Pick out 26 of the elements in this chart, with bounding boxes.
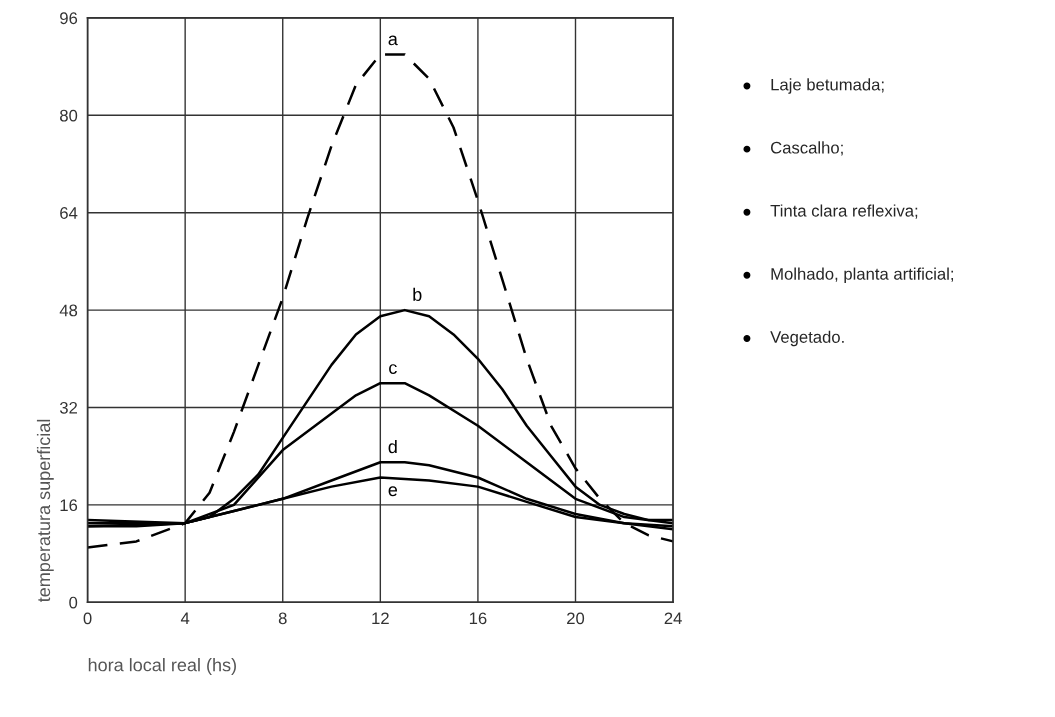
x-tick-label: 12 bbox=[372, 612, 389, 625]
text: Laje betumada; bbox=[771, 78, 884, 94]
y-tick-label: 48 bbox=[59, 304, 78, 317]
x-axis-title: hora local real (hs) bbox=[88, 658, 236, 675]
x-tick-label: 24 bbox=[664, 612, 682, 625]
text: Vegetado. bbox=[770, 330, 844, 347]
y-tick-label: 16 bbox=[60, 499, 78, 512]
x-tick-label: 8 bbox=[278, 612, 287, 625]
series-label: e bbox=[388, 486, 398, 497]
x-tick-label: 0 bbox=[83, 612, 92, 625]
y-tick-label: 64 bbox=[60, 207, 78, 219]
x-tick-label: 20 bbox=[567, 612, 585, 625]
y-tick-label: 0 bbox=[69, 596, 78, 609]
series-label: a bbox=[388, 35, 398, 46]
x-tick-label: 16 bbox=[469, 612, 487, 625]
series-label: b bbox=[413, 287, 422, 301]
y-tick-label: 80 bbox=[60, 109, 78, 122]
y-tick-label: 32 bbox=[59, 401, 78, 414]
y-tick-label: 96 bbox=[60, 12, 78, 25]
series-label: d bbox=[388, 439, 397, 454]
text: Molhado, planta artificial; bbox=[771, 267, 954, 284]
series-label: c bbox=[389, 364, 397, 375]
text: Tinta clara reflexiva; bbox=[770, 204, 918, 219]
text: Cascalho; bbox=[771, 141, 843, 156]
x-tick-label: 4 bbox=[180, 612, 190, 625]
y-axis-title: temperatura superficial bbox=[36, 419, 54, 603]
